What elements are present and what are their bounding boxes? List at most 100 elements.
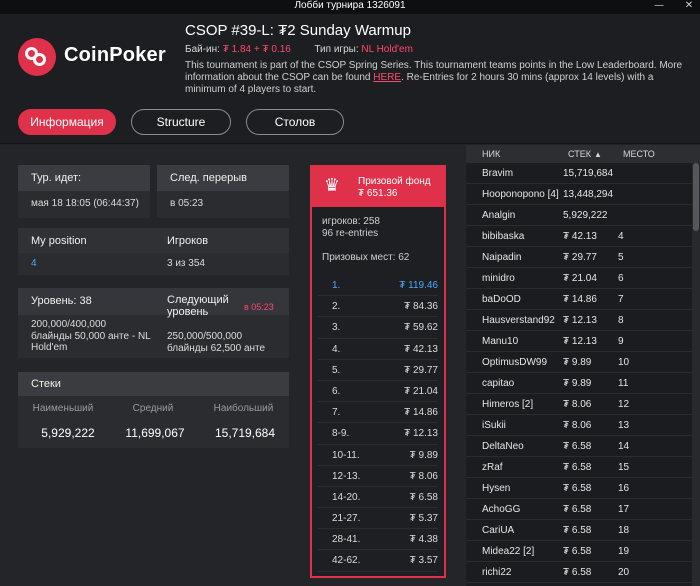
prize-place: 5. <box>332 364 341 376</box>
player-name: iSukii <box>482 420 506 431</box>
buyin-label: Бай-ин: <box>185 44 220 55</box>
level-blinds-detail: блайнды 50,000 анте - NL Hold'em <box>31 331 151 353</box>
minimize-icon[interactable]: — <box>654 0 664 11</box>
player-stack: ₮ 9.89 <box>563 357 592 368</box>
tab-info[interactable]: Информация <box>18 109 116 135</box>
col-place-header[interactable]: МЕСТО <box>623 149 655 159</box>
player-row[interactable]: zRaf ₮ 6.58 15 <box>466 457 692 478</box>
player-row[interactable]: Hysen ₮ 6.58 16 <box>466 478 692 499</box>
running-value: мая 18 18:05 (06:44:37) <box>31 198 139 209</box>
prize-place: 7. <box>332 407 341 419</box>
player-stack: ₮ 8.06 <box>563 399 592 410</box>
player-place: 6 <box>618 273 624 284</box>
player-row[interactable]: Hausverstand92 ₮ 12.13 8 <box>466 310 692 331</box>
player-row[interactable]: bibibaska ₮ 42.13 4 <box>466 226 692 247</box>
player-place: 10 <box>618 357 630 368</box>
prize-pool-panel: ♛ Призовой фонд ₮ 651.36 игроков: 258 96… <box>310 165 446 578</box>
prize-players-count: игроков: 258 <box>322 216 380 227</box>
tab-tables[interactable]: Столов <box>246 109 344 135</box>
position-card: My position Игроков 4 3 из 354 <box>18 228 289 275</box>
tab-bar: Информация Structure Столов <box>0 100 700 144</box>
prize-place: 4. <box>332 343 341 355</box>
player-place: 16 <box>618 483 630 494</box>
prize-row: 12-13. ₮ 8.06 <box>318 466 438 487</box>
tournament-buyin-line: Бай-ин: ₮ 1.84 + ₮ 0.16 Тип игры: NL Hol… <box>185 44 413 55</box>
prize-amount: ₮ 42.13 <box>404 343 438 355</box>
player-place: 7 <box>618 294 624 305</box>
trophy-icon: ♛ <box>323 175 341 196</box>
prize-amount: ₮ 4.38 <box>409 534 438 546</box>
stacks-min-label: Наименьший <box>32 403 94 414</box>
player-row[interactable]: minidro ₮ 21.04 6 <box>466 268 692 289</box>
player-place: 4 <box>618 231 624 242</box>
player-row[interactable]: capitao ₮ 9.89 11 <box>466 373 692 394</box>
prize-amount: ₮ 21.04 <box>404 385 438 397</box>
player-row[interactable]: OptimusDW99 ₮ 9.89 10 <box>466 352 692 373</box>
level-label: Уровень: 38 <box>31 295 92 307</box>
brand-name: CoinPoker <box>64 44 166 66</box>
player-stack: ₮ 21.04 <box>563 273 597 284</box>
player-row[interactable]: Naipadin ₮ 29.77 5 <box>466 247 692 268</box>
player-list-header: НИК СТЕК ▲ МЕСТО <box>466 145 700 163</box>
prize-pool-value: ₮ 651.36 <box>358 188 398 199</box>
player-row[interactable]: iSukii ₮ 8.06 13 <box>466 415 692 436</box>
player-row[interactable]: Analgin 5,929,222 <box>466 205 692 226</box>
player-row[interactable]: AchoGG ₮ 6.58 17 <box>466 499 692 520</box>
player-place: 13 <box>618 420 630 431</box>
player-name: Manu10 <box>482 336 519 347</box>
description-text-2: . Re-Entries for 2 hours 30 mins (approx… <box>185 72 654 95</box>
player-name: Midea22 [2] <box>482 546 535 557</box>
player-row[interactable]: Midea22 [2] ₮ 6.58 19 <box>466 541 692 562</box>
prize-reentries: 96 re-entries <box>322 228 379 239</box>
player-stack: ₮ 12.13 <box>563 315 597 326</box>
prize-place: 10-11. <box>332 449 360 461</box>
player-row[interactable]: Bravim 15,719,684 <box>466 163 692 184</box>
player-stack: ₮ 6.58 <box>563 567 592 578</box>
player-row[interactable]: DeltaNeo ₮ 6.58 14 <box>466 436 692 457</box>
player-stack: ₮ 6.58 <box>563 525 592 536</box>
prize-pool-header: ♛ Призовой фонд ₮ 651.36 <box>312 167 444 207</box>
tournament-description: This tournament is part of the CSOP Spri… <box>185 60 690 96</box>
player-row[interactable]: Hooponopono [4] 13,448,294 <box>466 184 692 205</box>
player-stack: ₮ 6.58 <box>563 546 592 557</box>
player-stack: ₮ 14.86 <box>563 294 597 305</box>
player-name: DeltaNeo <box>482 441 524 452</box>
prize-amount: ₮ 8.06 <box>409 470 438 482</box>
stacks-avg-value: 11,699,067 <box>125 426 185 440</box>
stacks-min-value: 5,929,222 <box>41 426 95 440</box>
col-stack-header[interactable]: СТЕК <box>568 149 591 159</box>
level-card: Уровень: 38 Следующий уровень в 05:23 20… <box>18 288 289 358</box>
player-stack: ₮ 6.58 <box>563 504 592 515</box>
player-row[interactable]: Manu10 ₮ 12.13 9 <box>466 331 692 352</box>
player-stack: 13,448,294 <box>563 189 614 200</box>
close-icon[interactable]: ✕ <box>684 0 694 11</box>
next-level-label: Следующий уровень <box>167 294 229 318</box>
player-name: OptimusDW99 <box>482 357 548 368</box>
prize-row: 21-27. ₮ 5.37 <box>318 508 438 530</box>
window-titlebar: Лобби турнира 1326091 — ✕ <box>0 0 700 14</box>
col-name-header[interactable]: НИК <box>482 149 501 159</box>
player-name: Hooponopono [4] <box>482 189 559 200</box>
next-level-blinds-detail: блайнды 62,500 анте <box>167 343 266 354</box>
next-break-card: След. перерыв в 05:23 <box>157 165 289 218</box>
player-row[interactable]: Himeros [2] ₮ 8.06 12 <box>466 394 692 415</box>
tournament-title: CSOP #39-L: ₮2 Sunday Warmup <box>185 22 411 39</box>
player-name: AchoGG <box>482 504 521 515</box>
scrollbar-thumb[interactable] <box>693 163 699 231</box>
prize-amount: ₮ 12.13 <box>404 428 438 440</box>
prize-row: 7. ₮ 14.86 <box>318 402 438 424</box>
my-position-value: 4 <box>31 258 37 269</box>
sort-asc-icon[interactable]: ▲ <box>594 150 602 159</box>
description-link[interactable]: HERE <box>373 72 402 83</box>
player-name: Bravim <box>482 168 514 179</box>
tab-structure[interactable]: Structure <box>131 109 231 135</box>
prize-place: 8-9. <box>332 428 350 440</box>
player-row[interactable]: CariUA ₮ 6.58 18 <box>466 520 692 541</box>
player-row[interactable]: richi22 ₮ 6.58 20 <box>466 562 692 583</box>
prize-pool-label: Призовой фонд <box>358 176 431 187</box>
prize-amount: ₮ 3.57 <box>409 555 438 567</box>
player-list-scrollbar[interactable] <box>692 163 700 586</box>
prize-place: 14-20. <box>332 491 361 503</box>
player-row[interactable]: baDoOD ₮ 14.86 7 <box>466 289 692 310</box>
player-name: baDoOD <box>482 294 521 305</box>
